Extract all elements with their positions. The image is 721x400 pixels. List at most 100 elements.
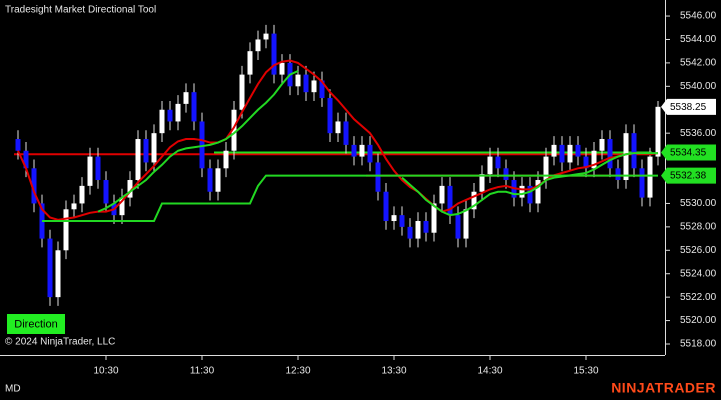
y-tick-label: 5526.00: [680, 245, 717, 256]
candle-body: [575, 144, 581, 157]
candle-body: [295, 74, 301, 87]
candle-body: [191, 92, 197, 122]
candle-body: [343, 121, 349, 145]
y-tick-label: 5528.00: [680, 222, 717, 233]
candle-body: [415, 221, 421, 239]
candle-body: [367, 144, 373, 163]
candle-body: [95, 156, 101, 181]
candle-body: [535, 180, 541, 204]
candle-body: [311, 80, 317, 93]
price-marker: [661, 98, 716, 115]
candle-body: [439, 185, 445, 204]
candle-body: [431, 203, 437, 233]
price-marker-label: 5532.38: [670, 171, 707, 182]
chart-title: Tradesight Market Directional Tool: [5, 5, 156, 16]
candle-body: [599, 139, 605, 151]
candle-body: [231, 109, 237, 151]
candle-body: [159, 109, 165, 134]
x-tick-label: 11:30: [190, 366, 215, 377]
indicator-line: [17, 59, 659, 221]
candle-body: [399, 215, 405, 227]
candle-body: [23, 150, 29, 169]
price-marker: [661, 144, 716, 161]
direction-button-label[interactable]: Direction: [14, 318, 57, 330]
copyright: © 2024 NinjaTrader, LLC: [5, 337, 115, 348]
candle-body: [383, 191, 389, 222]
y-tick-label: 5524.00: [680, 268, 717, 279]
candle-body: [487, 156, 493, 175]
x-tick-label: 10:30: [93, 366, 118, 377]
candle-body: [271, 33, 277, 75]
candle-body: [559, 144, 565, 163]
price-marker-label: 5538.25: [670, 102, 707, 113]
y-tick-label: 5530.00: [680, 198, 717, 209]
candle-body: [455, 215, 461, 239]
candle-body: [527, 185, 533, 204]
y-tick-label: 5520.00: [680, 315, 717, 326]
candle-body: [567, 144, 573, 163]
candle-body: [55, 250, 61, 298]
price-marker-label: 5534.35: [670, 148, 707, 159]
candle-body: [207, 168, 213, 192]
candle-body: [215, 168, 221, 192]
candle-body: [79, 185, 85, 204]
candle-body: [103, 180, 109, 204]
candle-body: [31, 168, 37, 204]
candle-body: [327, 98, 333, 134]
y-tick-label: 5522.00: [680, 292, 717, 303]
candle-body: [47, 238, 53, 298]
indicator-line: [97, 70, 299, 213]
candle-body: [175, 103, 181, 122]
candle-body: [279, 62, 285, 75]
candle-body: [495, 156, 501, 169]
candle-body: [615, 168, 621, 181]
candle-body: [447, 185, 453, 216]
candle-body: [647, 156, 653, 198]
logo: NINJATRADER: [611, 380, 716, 396]
candle-body: [151, 133, 157, 163]
indicator-line: [42, 174, 658, 223]
candle-body: [319, 80, 325, 99]
candle-body: [583, 156, 589, 169]
candle-body: [503, 168, 509, 181]
candle-body: [335, 121, 341, 134]
price-marker: [661, 167, 716, 184]
candle-body: [223, 150, 229, 169]
candle-body: [263, 33, 269, 40]
candle-body: [471, 191, 477, 210]
x-tick-label: 12:30: [285, 366, 310, 377]
candle-body: [631, 133, 637, 169]
candle-body: [63, 209, 69, 251]
candle-body: [127, 180, 133, 198]
candle-body: [479, 174, 485, 192]
y-tick-label: 5518.00: [680, 339, 717, 350]
candle-body: [135, 139, 141, 181]
direction-button[interactable]: [7, 314, 65, 334]
candle-body: [623, 133, 629, 181]
candle-body: [423, 221, 429, 233]
y-tick-label: 5536.00: [680, 128, 717, 139]
candle-body: [119, 197, 125, 216]
candle-body: [247, 51, 253, 75]
y-tick-label: 5540.00: [680, 81, 717, 92]
candle-body: [639, 168, 645, 198]
candle-body: [183, 92, 189, 104]
candle-body: [71, 203, 77, 210]
candle-body: [655, 106, 661, 157]
candle-body: [551, 144, 557, 157]
candle-body: [375, 162, 381, 192]
candle-body: [303, 74, 309, 93]
indicator-line: [401, 152, 658, 217]
candle-body: [143, 139, 149, 163]
candle-body: [359, 144, 365, 157]
candle-body: [543, 156, 549, 181]
x-tick-label: 13:30: [381, 366, 406, 377]
candle-body: [351, 144, 357, 157]
candle-body: [15, 139, 21, 151]
candle-body: [519, 185, 525, 198]
candle-body: [607, 139, 613, 169]
x-tick-label: 14:30: [477, 366, 502, 377]
x-tick-label: 15:30: [573, 366, 598, 377]
y-tick-label: 5542.00: [680, 58, 717, 69]
